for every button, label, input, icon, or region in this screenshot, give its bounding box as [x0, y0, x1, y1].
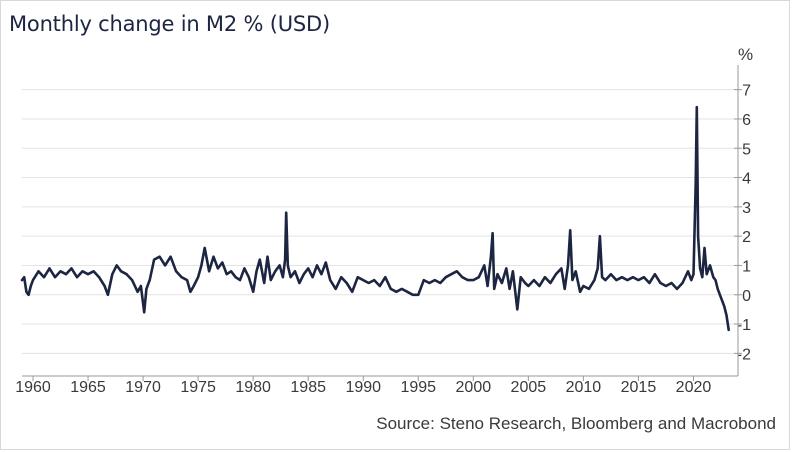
x-tick-label: 2020: [676, 379, 712, 396]
x-tick-label: 2000: [456, 379, 492, 396]
y-tick-label: 3: [742, 200, 751, 217]
y-tick-label: 7: [742, 83, 751, 100]
x-tick-label: 1980: [235, 379, 271, 396]
x-tick-label: 2010: [566, 379, 602, 396]
x-tick-label: 1970: [125, 379, 161, 396]
y-axis-unit-label: %: [738, 45, 754, 64]
x-tick-label: 1995: [400, 379, 436, 396]
x-tick-label: 2015: [621, 379, 657, 396]
x-tick-label: 2005: [511, 379, 547, 396]
x-tick-label: 1960: [15, 379, 51, 396]
y-tick-label: 5: [742, 141, 751, 158]
y-tick-label: 0: [742, 288, 751, 305]
x-tick-label: 1965: [70, 379, 106, 396]
x-tick-label: 1990: [345, 379, 381, 396]
source-note: Source: Steno Research, Bloomberg and Ma…: [376, 414, 776, 433]
x-tick-label: 1975: [180, 379, 216, 396]
y-tick-label: 2: [742, 229, 751, 246]
y-tick-label: -2: [737, 346, 751, 363]
series-line-m2-monthly-change: [20, 105, 730, 332]
chart-title: Monthly change in M2 % (USD): [9, 12, 330, 36]
y-tick-label: 1: [742, 258, 751, 275]
y-tick-label: -1: [737, 317, 751, 334]
x-tick-label: 1985: [290, 379, 326, 396]
y-tick-label: 4: [742, 171, 751, 188]
y-tick-label: 6: [742, 112, 751, 129]
